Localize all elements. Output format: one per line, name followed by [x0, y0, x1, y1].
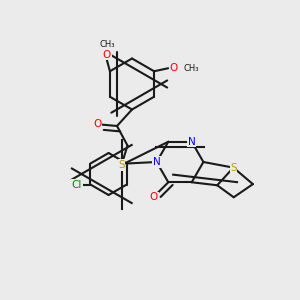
- Text: O: O: [169, 63, 178, 73]
- Text: N: N: [188, 137, 196, 147]
- Text: O: O: [103, 50, 111, 60]
- Text: Cl: Cl: [72, 179, 82, 190]
- Text: CH₃: CH₃: [183, 64, 199, 73]
- Text: S: S: [230, 163, 237, 172]
- Text: O: O: [150, 192, 158, 202]
- Text: S: S: [118, 160, 125, 170]
- Text: CH₃: CH₃: [99, 40, 115, 49]
- Text: O: O: [93, 118, 102, 129]
- Text: N: N: [153, 157, 160, 167]
